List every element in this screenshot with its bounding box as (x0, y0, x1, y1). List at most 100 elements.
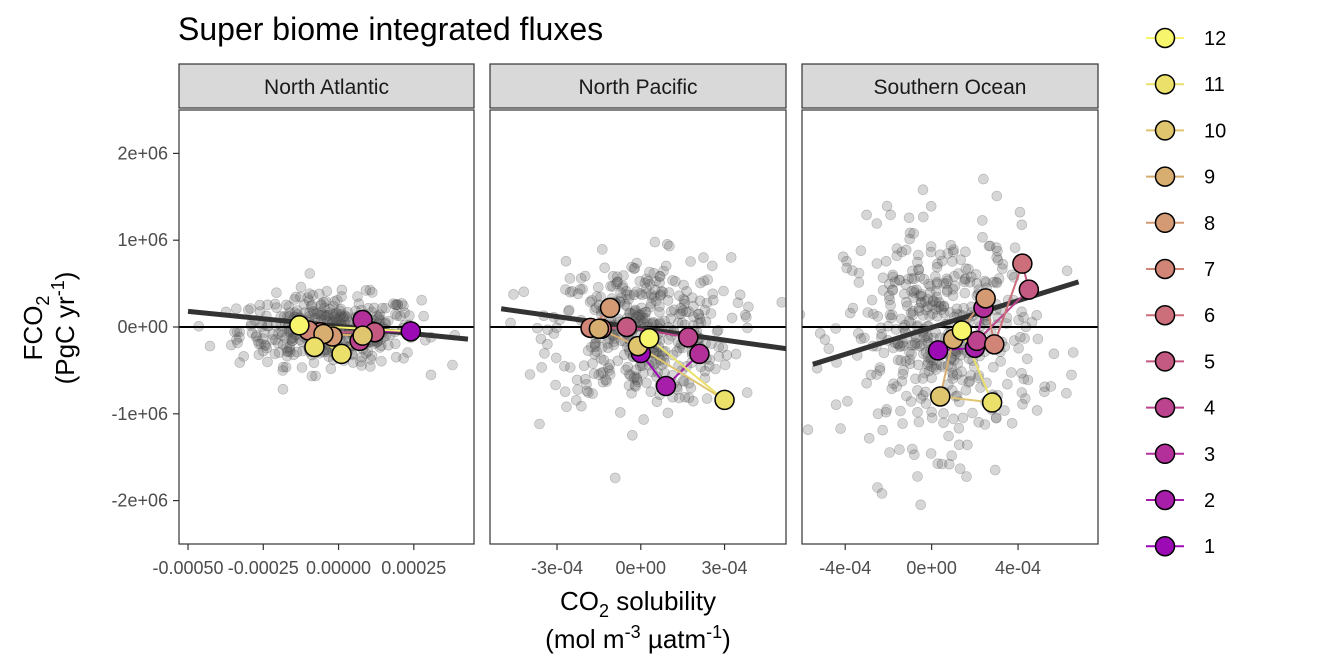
scatter-point (621, 300, 633, 312)
scatter-point (906, 273, 918, 284)
scatter-point (955, 254, 967, 266)
scatter-point (238, 351, 249, 362)
scatter-point (257, 333, 268, 344)
scatter-point (855, 245, 867, 256)
scatter-point (695, 277, 706, 289)
scatter-point (667, 275, 678, 286)
scatter-point (398, 352, 409, 364)
scatter-point (978, 173, 989, 185)
scatter-point (640, 288, 652, 300)
scatter-point (559, 360, 570, 372)
scatter-point (740, 311, 752, 323)
scatter-point (644, 266, 655, 278)
scatter-point (327, 300, 339, 312)
scatter-point (926, 361, 937, 372)
scatter-point (628, 372, 640, 384)
scatter-point (339, 310, 351, 322)
scatter-point (904, 233, 916, 245)
scatter-point (267, 334, 278, 345)
scatter-point (315, 300, 327, 311)
scatter-point (683, 392, 695, 404)
scatter-point (639, 306, 651, 318)
scatter-point (987, 361, 999, 373)
scatter-point (992, 245, 1003, 257)
scatter-point (894, 274, 905, 286)
legend: 12 11 10 9 8 7 6 5 4 3 2 1 (1146, 27, 1226, 558)
scatter-point (625, 370, 637, 382)
monthly-point-11 (981, 392, 1003, 413)
legend-key (1154, 73, 1176, 95)
scatter-point (254, 299, 266, 311)
scatter-point (1048, 348, 1060, 360)
scatter-point (938, 278, 949, 289)
facet-strip-label: North Atlantic (264, 76, 389, 99)
scatter-point (1039, 386, 1050, 398)
scatter-point (906, 443, 918, 455)
scatter-point (945, 240, 957, 251)
scatter-point (830, 399, 842, 411)
scatter-point (688, 311, 699, 323)
scatter-point (896, 246, 908, 258)
scatter-point (693, 308, 705, 320)
scatter-point (298, 299, 310, 310)
y-tick-label: 1e+06 (117, 230, 168, 250)
legend-label: 9 (1204, 167, 1215, 189)
scatter-point (967, 407, 978, 419)
x-tick-label: -4e-04 (819, 558, 871, 578)
scatter-point (628, 289, 640, 301)
scatter-point (979, 275, 991, 287)
scatter-point (1018, 373, 1030, 385)
monthly-point-8 (975, 288, 996, 309)
scatter-point (949, 280, 961, 292)
scatter-point (984, 240, 996, 252)
scatter-point (604, 369, 616, 380)
scatter-point (617, 280, 629, 292)
scatter-point (947, 290, 959, 302)
scatter-point (919, 367, 930, 379)
scatter-point (644, 278, 656, 290)
scatter-point (891, 381, 903, 392)
legend-key (1154, 535, 1176, 557)
scatter-point (1020, 393, 1031, 404)
scatter-point (303, 295, 315, 306)
scatter-point (1016, 367, 1027, 379)
scatter-point (894, 444, 905, 455)
scatter-point (578, 360, 590, 372)
scatter-point (255, 338, 267, 350)
scatter-point (699, 304, 711, 316)
scatter-point (959, 287, 971, 299)
scatter-point (671, 346, 683, 357)
scatter-point (226, 339, 237, 351)
panel-plot-area (490, 236, 786, 484)
scatter-point (650, 275, 662, 287)
scatter-point (996, 263, 1008, 275)
scatter-point (885, 299, 896, 311)
scatter-point (680, 306, 692, 318)
scatter-point (1067, 347, 1079, 358)
scatter-point (853, 277, 865, 288)
y-axis-title-line2: (PgC yr-1) (48, 272, 80, 385)
scatter-point (579, 373, 591, 385)
scatter-point (352, 291, 363, 302)
scatter-point (908, 292, 919, 303)
scatter-point (396, 298, 408, 309)
scatter-point (931, 291, 943, 303)
scatter-point (638, 414, 650, 425)
scatter-point (947, 369, 959, 381)
scatter-point (913, 264, 925, 275)
scatter-point (913, 302, 925, 314)
scatter-point (661, 239, 673, 250)
scatter-point (645, 298, 657, 309)
scatter-point (273, 347, 285, 358)
scatter-point (605, 280, 616, 292)
scatter-point (645, 386, 657, 398)
scatter-point (855, 333, 867, 345)
scatter-point (662, 407, 674, 419)
scatter-point (887, 269, 899, 281)
scatter-point (376, 302, 388, 314)
scatter-point (889, 276, 901, 288)
monthly-point-12 (638, 328, 660, 349)
scatter-point (1013, 342, 1024, 354)
scatter-point (296, 362, 308, 373)
legend-label: 2 (1204, 490, 1215, 512)
